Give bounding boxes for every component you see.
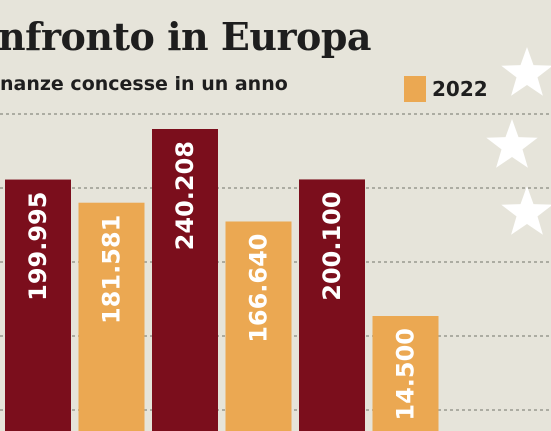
bar-3 — [225, 221, 292, 431]
chart-subtitle: nanze concesse in un anno — [0, 73, 288, 95]
bar-4 — [299, 179, 365, 431]
bar-label-1: 181.581 — [98, 215, 126, 324]
bar-label-0: 199.995 — [24, 192, 52, 301]
bar-label-3: 166.640 — [245, 233, 273, 342]
bar-label-2: 240.208 — [171, 141, 199, 250]
star-icon-2 — [501, 186, 551, 235]
chart-title: nfronto in Europa — [0, 14, 372, 59]
bar-5 — [372, 316, 439, 431]
legend-swatch-2022 — [404, 76, 426, 102]
legend-label-2022: 2022 — [432, 77, 488, 101]
legend: 2022 — [404, 76, 488, 102]
bar-0 — [5, 179, 71, 431]
star-icon-0 — [501, 47, 551, 96]
bar-2 — [152, 129, 218, 431]
star-icon-1 — [486, 119, 538, 168]
bar-1 — [78, 202, 145, 431]
bar-label-5: 14.500 — [392, 328, 420, 421]
bar-label-4: 200.100 — [318, 191, 346, 300]
